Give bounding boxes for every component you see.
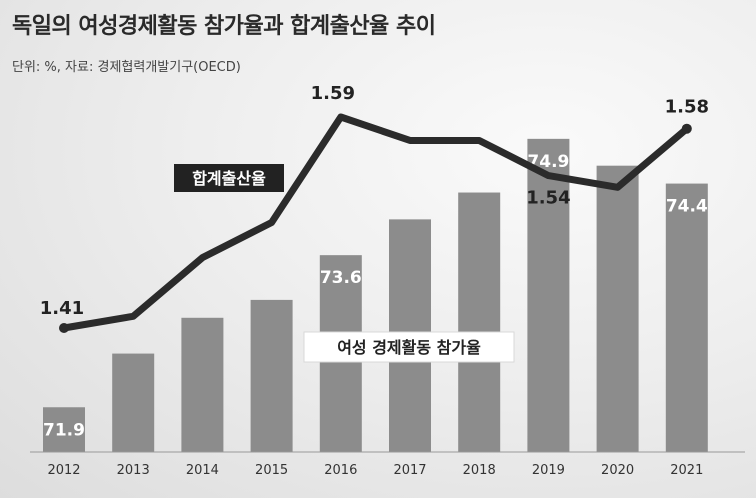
bar-series-tag	[303, 331, 515, 363]
bar-value-label-2021: 74.4	[666, 197, 708, 217]
line-value-label-2021: 1.58	[665, 97, 709, 118]
bar-value-label-2012: 71.9	[43, 420, 85, 440]
bar-2019	[527, 138, 570, 452]
x-tick-label-2014: 2014	[186, 463, 219, 478]
fertility-rate-line	[60, 113, 691, 332]
x-tick-label-2018: 2018	[463, 463, 496, 478]
line-series-name: 합계출산율	[192, 169, 266, 188]
line-series-tag	[174, 164, 284, 192]
bar-2015	[250, 299, 293, 452]
bar-2021	[665, 183, 708, 452]
x-tick-label-2013: 2013	[117, 463, 150, 478]
x-tick-label-2016: 2016	[324, 463, 357, 478]
bar-2012	[43, 407, 85, 452]
line-value-label-2016: 1.59	[311, 83, 355, 104]
x-tick-label-2019: 2019	[532, 463, 565, 478]
bar-2018	[458, 192, 501, 453]
x-tick-label-2021: 2021	[670, 463, 703, 478]
line-end-point-2021	[681, 123, 692, 134]
line-value-label-2019: 1.54	[526, 188, 570, 209]
x-tick-label-2015: 2015	[255, 463, 288, 478]
bar-2020	[596, 165, 639, 452]
chart-title: 독일의 여성경제활동 참가율과 합계출산율 추이	[12, 14, 436, 39]
bar-value-label-2016: 73.6	[320, 268, 362, 288]
chart-subtitle: 단위: %, 자료: 경제협력개발기구(OECD)	[12, 60, 241, 75]
line-end-point-2012	[59, 323, 69, 333]
x-tick-label-2017: 2017	[393, 463, 426, 478]
bar-2013	[112, 353, 155, 452]
bar-series-name: 여성 경제활동 참가율	[337, 338, 481, 357]
bar-2014	[181, 317, 224, 452]
line-value-label-2012: 1.41	[40, 298, 84, 319]
x-tick-label-2020: 2020	[601, 463, 634, 478]
x-tick-label-2012: 2012	[47, 463, 80, 478]
